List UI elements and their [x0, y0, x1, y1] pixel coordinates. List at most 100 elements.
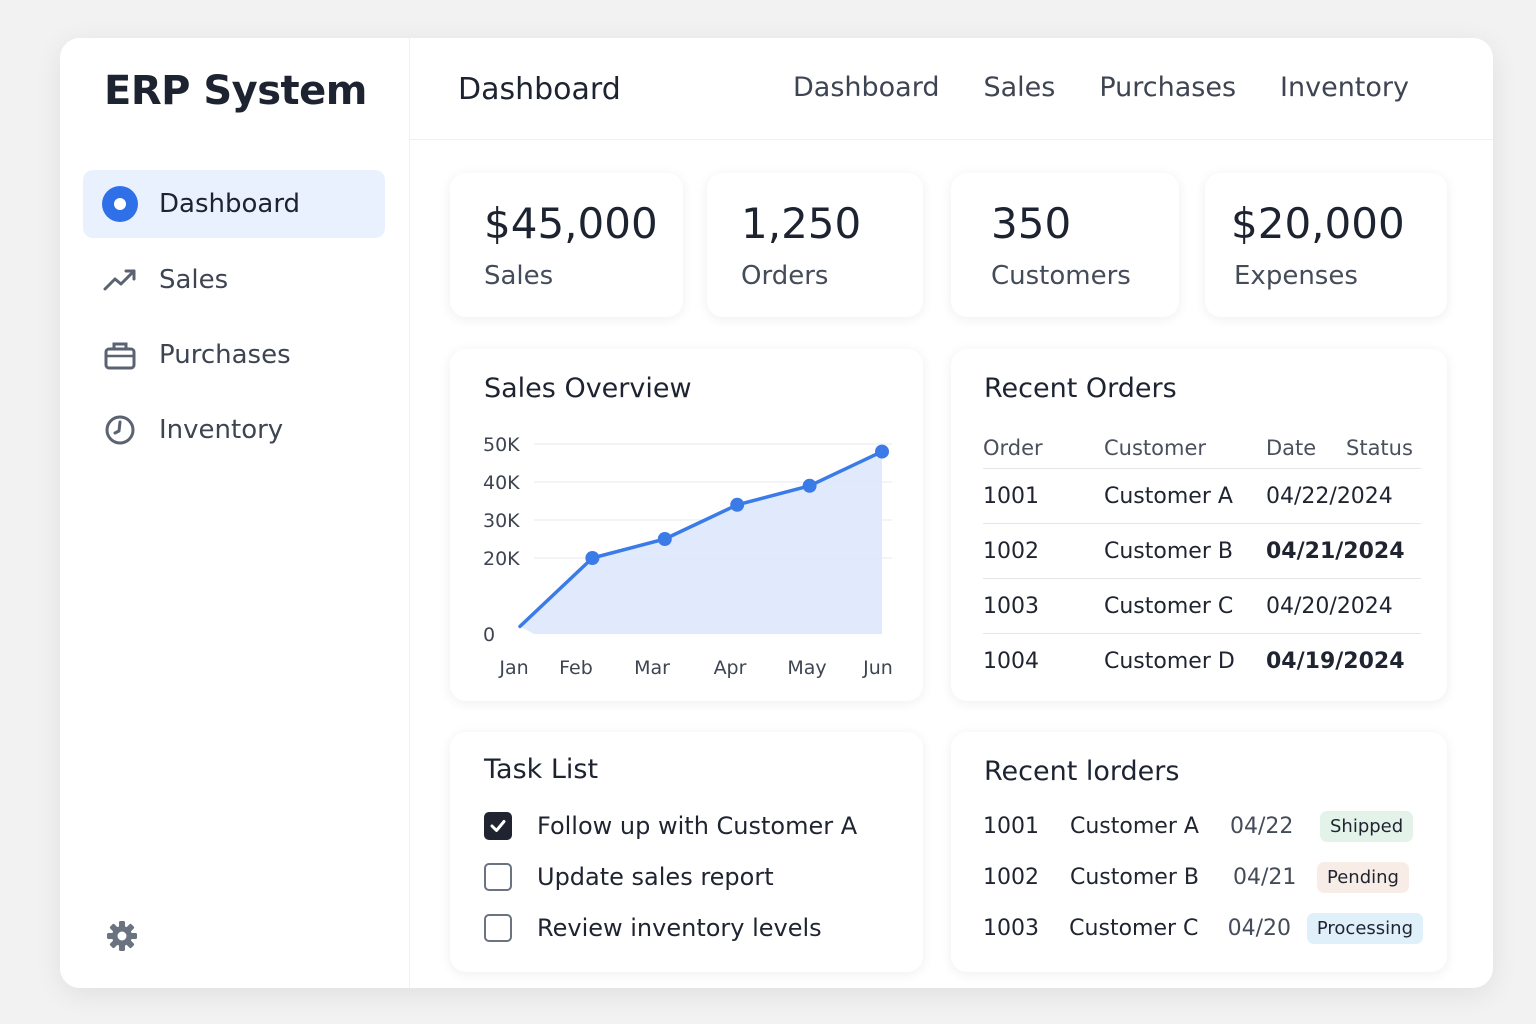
x-tick-label: May [787, 657, 826, 679]
stat-label: Expenses [1234, 261, 1358, 291]
stat-card-customers: 350 Customers [951, 173, 1179, 317]
top-bar: Dashboard Dashboard Sales Purchases Inve… [410, 38, 1493, 140]
order-id: 1003 [983, 915, 1039, 941]
table-row[interactable]: 1002 Customer B 04/21/2024 [983, 524, 1421, 579]
sales-overview-card: Sales Overview 0 20K 30K 40K 50K Jan Feb Mar Apr… [450, 349, 923, 701]
stat-label: Sales [484, 261, 554, 291]
stat-value: $20,000 [1231, 199, 1405, 248]
table-row[interactable]: 1003 Customer C 04/20/2024 [983, 579, 1421, 634]
order-date: 04/22/2024 [1266, 483, 1393, 509]
table-row[interactable]: 1001 Customer A 04/22/2024 [983, 469, 1421, 524]
sidebar-item-inventory[interactable]: Inventory [83, 396, 385, 464]
status-badge: Pending [1317, 861, 1409, 893]
task-item[interactable]: Update sales report [484, 863, 774, 891]
order-customer: Customer C [1069, 915, 1199, 941]
recent-lorders-card: Recent lorders 1001 Customer A 04/22 Shi… [951, 732, 1447, 972]
sales-chart: 0 20K 30K 40K 50K Jan Feb Mar Apr May Jun [483, 434, 893, 679]
order-date: 04/20 [1227, 915, 1292, 941]
top-nav-dashboard[interactable]: Dashboard [792, 72, 940, 103]
x-tick-label: Mar [634, 657, 670, 679]
status-badge: Shipped [1320, 810, 1414, 842]
column-header-customer: Customer [1104, 435, 1207, 460]
order-date: 04/19/2024 [1266, 649, 1405, 674]
x-tick-label: Jan [498, 657, 528, 679]
orders-table: Order Customer Date Status 1001 Customer… [983, 427, 1421, 689]
task-item[interactable]: Review inventory levels [484, 914, 822, 942]
chart-point [657, 532, 672, 546]
top-nav-purchases[interactable]: Purchases [1099, 72, 1237, 103]
clock-icon [101, 411, 139, 449]
y-tick-label: 40K [483, 472, 520, 494]
stat-value: 1,250 [741, 199, 862, 248]
sidebar-item-label: Purchases [159, 340, 291, 370]
y-tick-label: 30K [483, 510, 520, 532]
y-tick-label: 0 [483, 624, 495, 646]
order-customer: Customer A [1070, 813, 1199, 839]
stat-value: $45,000 [484, 199, 658, 248]
order-date: 04/21 [1233, 864, 1297, 890]
recent-orders-title: Recent Orders [984, 373, 1177, 404]
task-text: Update sales report [537, 863, 774, 891]
order-id: 1001 [983, 813, 1039, 839]
table-header: Order Customer Date Status [983, 427, 1421, 469]
sidebar-item-label: Dashboard [159, 189, 301, 219]
table-row[interactable]: 1004 Customer D 04/19/2024 [983, 634, 1421, 689]
x-tick-label: Feb [559, 657, 593, 679]
chart-point [585, 551, 600, 565]
sidebar-item-sales[interactable]: Sales [83, 246, 385, 314]
sidebar: ERP System Dashboard Sales Purchases Inv… [60, 38, 410, 988]
list-item[interactable]: 1002 Customer B 04/21 Pending [983, 859, 1423, 895]
task-text: Follow up with Customer A [537, 812, 858, 840]
order-date: 04/20/2024 [1266, 593, 1393, 619]
sidebar-item-purchases[interactable]: Purchases [83, 321, 385, 389]
order-customer: Customer A [1104, 483, 1233, 509]
briefcase-icon [101, 336, 139, 374]
chart-point [875, 444, 889, 459]
column-header-order: Order [983, 435, 1043, 460]
recent-lorders-title: Recent lorders [984, 756, 1180, 787]
top-nav: Dashboard Sales Purchases Inventory [793, 72, 1409, 103]
gear-icon[interactable] [104, 918, 140, 954]
top-nav-sales[interactable]: Sales [983, 72, 1056, 103]
chart-point [730, 497, 745, 512]
checkbox[interactable] [484, 914, 512, 942]
task-item[interactable]: Follow up with Customer A [484, 812, 857, 840]
sidebar-item-label: Sales [159, 265, 229, 295]
list-item[interactable]: 1001 Customer A 04/22 Shipped [983, 808, 1423, 844]
column-header-status: Status [1346, 435, 1413, 460]
dashboard-icon [101, 185, 139, 223]
order-id: 1003 [983, 593, 1039, 619]
column-header-date: Date [1266, 435, 1317, 460]
chart-point [802, 478, 817, 493]
stat-card-sales: $45,000 Sales [450, 173, 683, 317]
order-id: 1002 [983, 538, 1039, 564]
checkbox-checked[interactable] [484, 812, 512, 840]
order-date: 04/21/2024 [1266, 538, 1405, 564]
sidebar-item-label: Inventory [159, 415, 284, 445]
order-customer: Customer B [1104, 538, 1233, 564]
order-id: 1004 [983, 649, 1039, 674]
sidebar-item-dashboard[interactable]: Dashboard [83, 170, 385, 238]
order-customer: Customer D [1104, 649, 1235, 674]
y-tick-label: 50K [483, 434, 520, 456]
app-title: ERP System [104, 68, 368, 114]
x-tick-label: Apr [714, 657, 747, 679]
status-badge: Processing [1306, 912, 1423, 944]
stat-value: 350 [991, 199, 1072, 248]
stat-card-expenses: $20,000 Expenses [1205, 173, 1447, 317]
chart-title: Sales Overview [484, 373, 692, 404]
recent-orders-card: Recent Orders Order Customer Date Status… [951, 349, 1447, 701]
task-list-title: Task List [484, 754, 599, 785]
chart-line [518, 449, 884, 629]
task-text: Review inventory levels [537, 914, 822, 942]
order-date: 04/22 [1230, 813, 1294, 839]
order-customer: Customer B [1070, 864, 1199, 890]
list-item[interactable]: 1003 Customer C 04/20 Processing [983, 910, 1423, 946]
stat-card-orders: 1,250 Orders [707, 173, 923, 317]
checkbox[interactable] [484, 863, 512, 891]
page-title: Dashboard [458, 72, 621, 107]
order-id: 1002 [983, 864, 1039, 890]
stat-label: Customers [991, 261, 1131, 291]
top-nav-inventory[interactable]: Inventory [1280, 72, 1409, 103]
trending-up-icon [101, 261, 139, 299]
